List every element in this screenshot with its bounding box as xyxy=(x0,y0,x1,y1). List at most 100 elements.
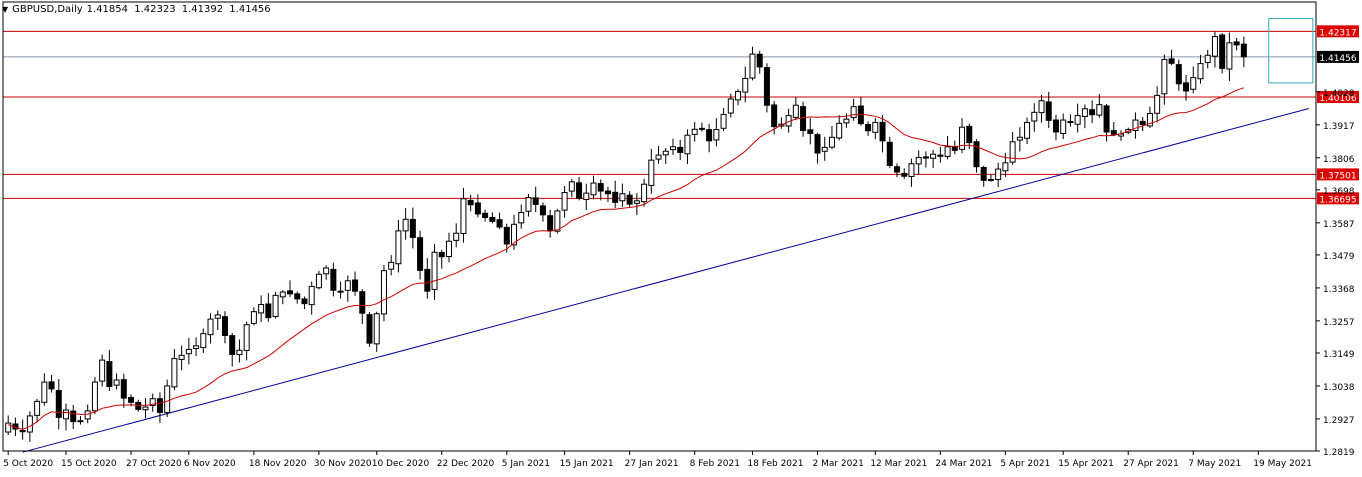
price-badge xyxy=(1317,25,1359,38)
x-tick-label: 18 Feb 2021 xyxy=(747,459,803,469)
candle-body xyxy=(1175,64,1182,85)
candle-body xyxy=(323,267,330,275)
candle-body xyxy=(99,359,106,382)
candle-body xyxy=(258,304,265,314)
collapse-triangle-icon[interactable]: ▼ xyxy=(2,5,9,14)
price-badge xyxy=(1317,91,1359,104)
candle-body xyxy=(1074,115,1081,125)
x-tick-label: 15 Jan 2021 xyxy=(560,459,614,469)
candle-body xyxy=(352,279,359,292)
candle-body xyxy=(966,125,973,144)
candle-body xyxy=(763,67,770,106)
candle-body xyxy=(34,400,41,416)
candle-body xyxy=(698,127,705,130)
candle-body xyxy=(395,230,402,265)
candle-body xyxy=(77,420,84,423)
candle-body xyxy=(1240,43,1247,58)
candle-body xyxy=(106,361,113,388)
candle-body xyxy=(561,192,568,211)
x-tick-label: 2 Mar 2021 xyxy=(813,459,864,469)
x-tick-label: 10 Dec 2020 xyxy=(372,459,430,469)
candle-body xyxy=(55,390,62,418)
candle-body xyxy=(973,141,980,168)
y-tick-label: 1.2819 xyxy=(1323,448,1355,458)
candle-body xyxy=(539,205,546,216)
x-tick-label: 7 May 2021 xyxy=(1188,459,1241,469)
candle-body xyxy=(576,182,583,199)
candle-body xyxy=(489,216,496,222)
candle-body xyxy=(691,128,698,135)
candle-body xyxy=(243,324,250,351)
candle-body xyxy=(301,298,308,305)
candle-body xyxy=(366,314,373,344)
candle-body xyxy=(474,202,481,215)
candle-body xyxy=(178,354,185,360)
candle-body xyxy=(792,104,799,118)
y-tick-label: 1.3587 xyxy=(1323,220,1355,230)
candle-body xyxy=(279,291,286,298)
plot-frame xyxy=(2,1,1317,452)
candle-body xyxy=(944,146,951,157)
candle-body xyxy=(901,172,908,177)
candle-body xyxy=(1002,162,1009,172)
ohlc-close: 1.41456 xyxy=(229,4,271,15)
price-badge xyxy=(1317,168,1359,181)
candle-body xyxy=(612,191,619,203)
candle-body xyxy=(893,166,900,173)
candle-body xyxy=(193,345,200,350)
moving-average-line xyxy=(8,87,1244,430)
price-badge-label: 1.41456 xyxy=(1319,54,1356,64)
candle-body xyxy=(185,348,192,355)
candle-body xyxy=(409,218,416,238)
x-tick-label: 27 Oct 2020 xyxy=(126,459,182,469)
candle-body xyxy=(373,313,380,345)
candle-body xyxy=(590,182,597,196)
candle-body xyxy=(164,385,171,414)
highlight-box xyxy=(1268,17,1314,84)
candle-body xyxy=(655,154,662,160)
y-tick-label: 1.3698 xyxy=(1323,187,1355,197)
candle-body xyxy=(265,303,272,319)
candle-body xyxy=(5,422,12,433)
candle-body xyxy=(511,223,518,246)
y-tick-label: 1.3368 xyxy=(1323,285,1355,295)
y-tick-label: 1.4028 xyxy=(1323,89,1355,99)
candle-body xyxy=(1067,121,1074,124)
ohlc-high: 1.42323 xyxy=(134,4,176,15)
candle-body xyxy=(995,168,1002,180)
trend-line xyxy=(22,107,1310,453)
candle-body xyxy=(1132,119,1139,132)
y-tick-label: 1.3038 xyxy=(1323,383,1355,393)
candle-body xyxy=(1204,54,1211,64)
candle-body xyxy=(221,316,228,336)
candle-body xyxy=(850,106,857,119)
candle-body xyxy=(120,379,127,399)
candle-body xyxy=(619,193,626,202)
candle-body xyxy=(1052,119,1059,133)
candle-body xyxy=(756,53,763,68)
x-tick-label: 22 Dec 2020 xyxy=(437,459,495,469)
candle-body xyxy=(836,122,843,139)
ohlc-low: 1.41392 xyxy=(181,4,224,15)
candle-body xyxy=(344,280,351,291)
candle-body xyxy=(1146,113,1153,127)
candle-body xyxy=(1031,111,1038,122)
candle-body xyxy=(1103,105,1110,133)
candle-body xyxy=(135,401,142,410)
candle-body xyxy=(641,183,648,203)
candle-body xyxy=(229,335,236,355)
candle-body xyxy=(388,261,395,270)
candle-body xyxy=(525,197,532,212)
y-tick-label: 1.2927 xyxy=(1323,416,1355,426)
candle-body xyxy=(250,311,257,324)
horizontal-levels xyxy=(3,30,1316,199)
candle-body xyxy=(48,381,55,390)
candle-body xyxy=(1154,94,1161,114)
candle-body xyxy=(142,406,149,411)
candle-body xyxy=(424,268,431,292)
candle-body xyxy=(503,226,510,245)
candle-body xyxy=(915,156,922,165)
candle-body xyxy=(417,237,424,271)
